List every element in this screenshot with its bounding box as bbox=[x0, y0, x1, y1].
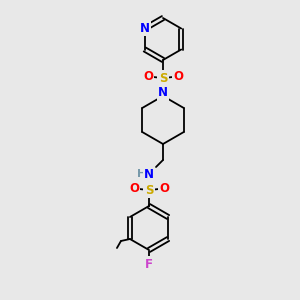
Text: O: O bbox=[173, 70, 183, 83]
Text: O: O bbox=[143, 70, 153, 83]
Text: N: N bbox=[140, 22, 150, 35]
Text: O: O bbox=[129, 182, 139, 196]
Text: S: S bbox=[145, 184, 153, 196]
Text: H: H bbox=[137, 169, 147, 179]
Text: S: S bbox=[159, 71, 167, 85]
Text: N: N bbox=[158, 86, 168, 100]
Text: O: O bbox=[159, 182, 169, 196]
Text: N: N bbox=[144, 167, 154, 181]
Text: F: F bbox=[145, 257, 153, 271]
